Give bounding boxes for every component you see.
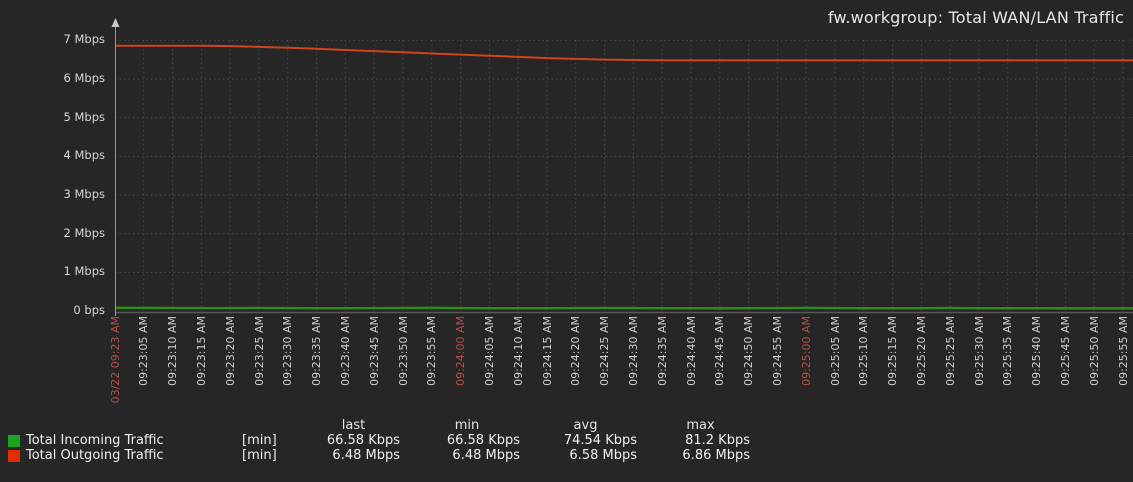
x-tick-label-highlighted: 09:24:00 AM bbox=[454, 316, 468, 386]
graph-title: fw.workgroup: Total WAN/LAN Traffic bbox=[827, 8, 1124, 27]
x-tick-label: 09:24:55 AM bbox=[770, 316, 784, 386]
legend-spacer bbox=[238, 418, 293, 433]
x-tick-label: 09:23:15 AM bbox=[194, 316, 208, 386]
incoming-traffic-swatch-icon bbox=[8, 435, 20, 447]
x-tick-label: 09:24:35 AM bbox=[655, 316, 669, 386]
y-tick-label: 1 Mbps bbox=[63, 264, 106, 279]
legend-label-outgoing: Total Outgoing Traffic bbox=[26, 448, 164, 463]
y-tick-label: 6 Mbps bbox=[63, 70, 106, 85]
legend-header-last: last bbox=[341, 418, 366, 433]
x-tick-label: 09:25:30 AM bbox=[972, 316, 986, 386]
y-tick-label: 3 Mbps bbox=[63, 186, 106, 201]
x-tick-label: 09:23:25 AM bbox=[252, 316, 266, 386]
legend-avg-incoming: 74.54 Kbps bbox=[563, 433, 637, 448]
legend-label-incoming: Total Incoming Traffic bbox=[26, 433, 164, 448]
y-tick-label: 4 Mbps bbox=[63, 148, 106, 163]
x-tick-label: 09:25:35 AM bbox=[1001, 316, 1015, 386]
x-tick-label: 09:23:45 AM bbox=[367, 316, 381, 386]
legend-min-outgoing: 6.48 Mbps bbox=[452, 448, 520, 463]
legend-spacer bbox=[26, 418, 238, 433]
outgoing-traffic-swatch-icon bbox=[8, 450, 20, 462]
legend-function-outgoing: [min] bbox=[242, 448, 277, 463]
legend-function-incoming: [min] bbox=[242, 433, 277, 448]
x-tick-label: 09:24:45 AM bbox=[713, 316, 727, 386]
legend-header-min: min bbox=[454, 418, 480, 433]
y-tick-label: 5 Mbps bbox=[63, 109, 106, 124]
legend-spacer bbox=[0, 418, 26, 433]
legend-table: last min avg max Total Incoming Traffic … bbox=[0, 418, 750, 463]
x-tick-label: 09:23:55 AM bbox=[425, 316, 439, 386]
x-tick-label: 09:24:05 AM bbox=[482, 316, 496, 386]
legend-last-incoming: 66.58 Kbps bbox=[326, 433, 400, 448]
x-tick-label: 09:23:05 AM bbox=[137, 316, 151, 386]
x-tick-label: 09:25:55 AM bbox=[1116, 316, 1130, 386]
x-tick-label: 09:25:50 AM bbox=[1087, 316, 1101, 386]
x-tick-label: 09:24:10 AM bbox=[511, 316, 525, 386]
x-tick-label: 09:25:15 AM bbox=[886, 316, 900, 386]
x-tick-label: 09:24:40 AM bbox=[684, 316, 698, 386]
y-tick-label: 2 Mbps bbox=[63, 225, 106, 240]
x-tick-label: 09:25:40 AM bbox=[1030, 316, 1044, 386]
x-tick-label: 09:24:50 AM bbox=[742, 316, 756, 386]
legend-row bbox=[0, 433, 26, 448]
x-tick-label-highlighted: 09:25:00 AM bbox=[799, 316, 813, 386]
incoming-traffic-line bbox=[115, 306, 1133, 310]
x-tick-label: 09:23:10 AM bbox=[166, 316, 180, 386]
legend-row bbox=[0, 448, 26, 463]
legend-avg-outgoing: 6.58 Mbps bbox=[569, 448, 637, 463]
y-tick-label: 0 bps bbox=[73, 303, 105, 317]
x-tick-label: 09:25:20 AM bbox=[914, 316, 928, 386]
x-tick-label-highlighted: 03/22 09:23 AM bbox=[108, 316, 122, 404]
y-tick-label: 7 Mbps bbox=[63, 32, 106, 47]
legend-max-outgoing: 6.86 Mbps bbox=[682, 448, 750, 463]
x-tick-label: 09:24:25 AM bbox=[598, 316, 612, 386]
outgoing-traffic-line bbox=[115, 44, 1133, 62]
x-tick-label: 09:25:45 AM bbox=[1058, 316, 1072, 386]
x-tick-label: 09:23:35 AM bbox=[310, 316, 324, 386]
x-tick-label: 09:25:10 AM bbox=[857, 316, 871, 386]
y-axis-arrow-icon bbox=[111, 18, 120, 27]
legend-header-avg: avg bbox=[573, 418, 598, 433]
x-tick-label: 09:24:30 AM bbox=[626, 316, 640, 386]
legend-min-incoming: 66.58 Kbps bbox=[446, 433, 520, 448]
legend-last-outgoing: 6.48 Mbps bbox=[332, 448, 400, 463]
legend-max-incoming: 81.2 Kbps bbox=[685, 433, 750, 448]
x-tick-label: 09:25:25 AM bbox=[943, 316, 957, 386]
x-tick-label: 09:23:20 AM bbox=[223, 316, 237, 386]
x-tick-label: 09:24:20 AM bbox=[569, 316, 583, 386]
x-tick-label: 09:23:40 AM bbox=[338, 316, 352, 386]
x-tick-label: 09:23:30 AM bbox=[281, 316, 295, 386]
x-tick-label: 09:23:50 AM bbox=[396, 316, 410, 386]
legend-header-max: max bbox=[686, 418, 715, 433]
x-tick-label: 09:25:05 AM bbox=[828, 316, 842, 386]
x-tick-label: 09:24:15 AM bbox=[540, 316, 554, 386]
